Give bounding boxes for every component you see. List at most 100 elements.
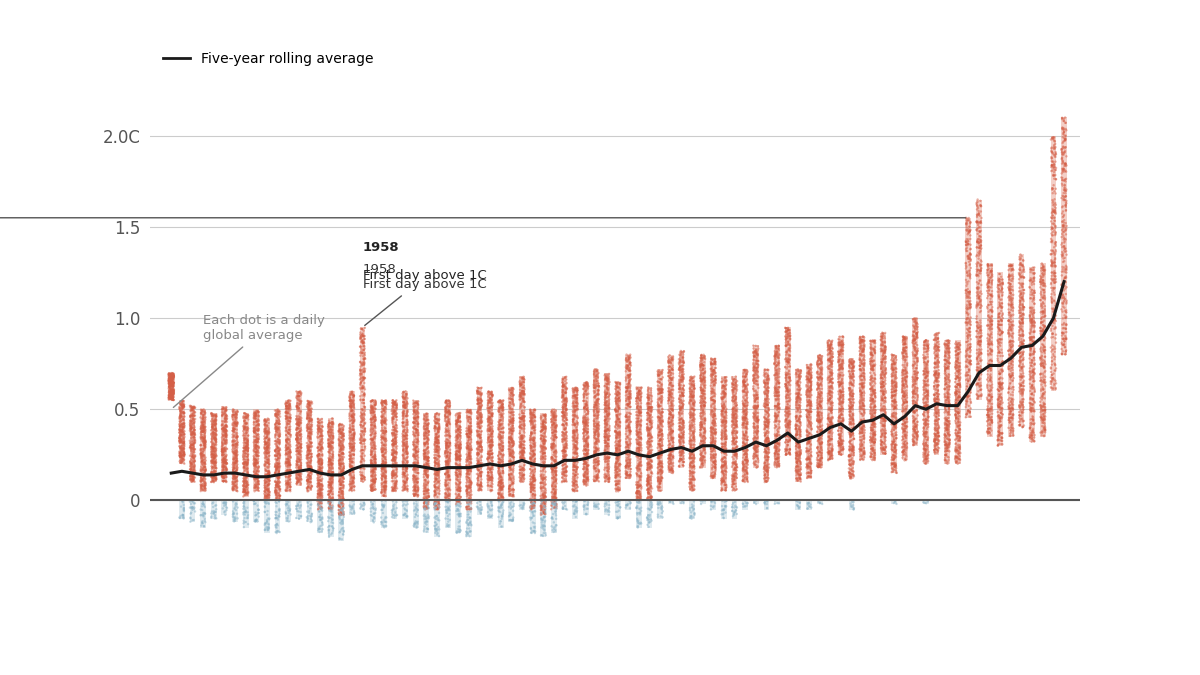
Point bbox=[864, 444, 883, 455]
Point bbox=[978, 320, 997, 331]
Point bbox=[373, 464, 392, 475]
Point bbox=[289, 417, 308, 428]
Point bbox=[331, 420, 350, 431]
Point bbox=[918, 387, 937, 398]
Point bbox=[511, 441, 530, 452]
Point bbox=[829, 440, 848, 451]
Point bbox=[1013, 400, 1032, 411]
Point bbox=[323, 477, 342, 488]
Point bbox=[460, 453, 479, 464]
Point bbox=[716, 412, 736, 423]
Point bbox=[544, 430, 563, 441]
Point bbox=[882, 436, 901, 447]
Point bbox=[875, 389, 894, 400]
Point bbox=[235, 452, 254, 462]
Point bbox=[599, 385, 618, 396]
Point bbox=[224, 448, 244, 459]
Point bbox=[797, 430, 816, 441]
Point bbox=[300, 460, 319, 471]
Point bbox=[556, 413, 575, 424]
Point bbox=[480, 472, 499, 483]
Point bbox=[961, 339, 980, 350]
Point bbox=[194, 473, 214, 484]
Point bbox=[937, 371, 956, 381]
Point bbox=[991, 380, 1010, 391]
Point bbox=[280, 471, 299, 482]
Point bbox=[576, 446, 595, 456]
Point bbox=[1032, 286, 1051, 297]
Point bbox=[468, 450, 487, 461]
Point bbox=[488, 494, 508, 505]
Point bbox=[809, 455, 828, 466]
Point bbox=[702, 407, 721, 418]
Point bbox=[578, 421, 598, 431]
Point bbox=[521, 407, 540, 418]
Point bbox=[652, 440, 671, 451]
Point bbox=[310, 426, 329, 437]
Point bbox=[914, 376, 934, 387]
Point bbox=[503, 398, 522, 409]
Point bbox=[682, 462, 701, 472]
Point bbox=[992, 403, 1012, 414]
Point bbox=[451, 441, 470, 452]
Point bbox=[852, 336, 871, 347]
Point bbox=[766, 350, 785, 361]
Point bbox=[905, 335, 924, 346]
Point bbox=[216, 446, 235, 457]
Point bbox=[661, 421, 680, 431]
Point bbox=[458, 487, 478, 497]
Point bbox=[1010, 419, 1030, 430]
Bar bbox=[658, 500, 664, 518]
Point bbox=[545, 414, 564, 425]
Point bbox=[196, 432, 215, 443]
Point bbox=[330, 461, 349, 472]
Point bbox=[694, 363, 713, 374]
Point bbox=[703, 384, 722, 395]
Point bbox=[715, 456, 734, 466]
Point bbox=[895, 449, 914, 460]
Point bbox=[533, 452, 552, 462]
Point bbox=[181, 460, 200, 471]
Point bbox=[659, 433, 678, 443]
Point bbox=[884, 383, 904, 394]
Point bbox=[319, 495, 338, 506]
Point bbox=[886, 352, 905, 363]
Point bbox=[716, 431, 736, 442]
Point bbox=[204, 424, 223, 435]
Point bbox=[426, 445, 445, 456]
Point bbox=[439, 401, 458, 412]
Point bbox=[576, 444, 595, 455]
Point bbox=[217, 464, 236, 475]
Point bbox=[383, 445, 402, 456]
Point bbox=[905, 369, 924, 380]
Point bbox=[1010, 419, 1030, 430]
Point bbox=[650, 458, 670, 469]
Point bbox=[882, 409, 901, 420]
Point bbox=[1046, 322, 1066, 333]
Point bbox=[564, 475, 583, 485]
Point bbox=[832, 339, 851, 350]
Point bbox=[1000, 315, 1019, 325]
Point bbox=[534, 461, 553, 472]
Point bbox=[224, 479, 244, 490]
Point bbox=[502, 418, 521, 429]
Point bbox=[1032, 375, 1051, 386]
Point bbox=[756, 414, 775, 425]
Point bbox=[545, 462, 564, 473]
Point bbox=[394, 464, 413, 475]
Point bbox=[479, 386, 498, 397]
Point bbox=[652, 470, 671, 481]
Point bbox=[544, 438, 563, 449]
Point bbox=[608, 456, 628, 466]
Point bbox=[298, 453, 317, 464]
Point bbox=[971, 363, 990, 374]
Point bbox=[280, 516, 299, 527]
Point bbox=[716, 495, 736, 506]
Point bbox=[163, 381, 182, 392]
Point bbox=[990, 377, 1009, 387]
Point bbox=[377, 427, 396, 437]
Point bbox=[787, 435, 806, 446]
Point bbox=[641, 415, 660, 426]
Point bbox=[214, 461, 233, 472]
Point bbox=[521, 482, 540, 493]
